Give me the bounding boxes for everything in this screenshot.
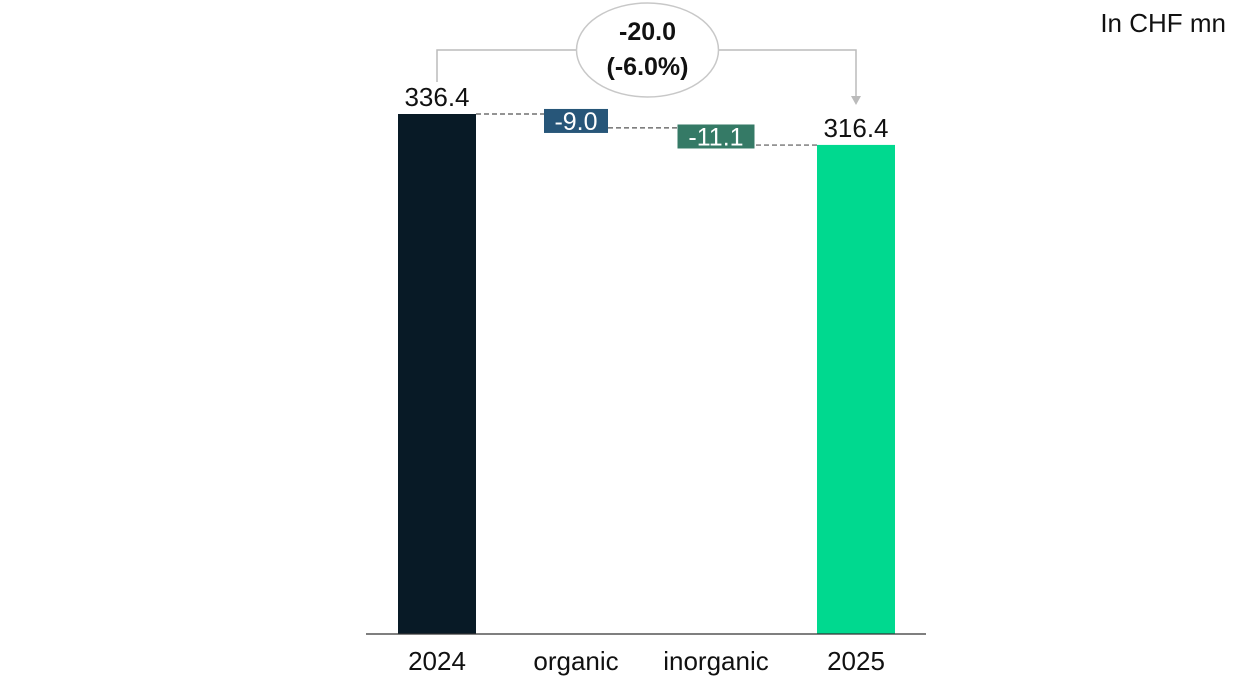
change-absolute: -20.0 (619, 18, 676, 46)
x-tick-label: organic (533, 646, 618, 676)
arrow-down-icon (851, 96, 861, 105)
change-bubble (575, 2, 720, 98)
data-label: -11.1 (688, 123, 743, 151)
data-label: 336.4 (404, 82, 469, 112)
data-label-background (677, 124, 755, 149)
data-labels: 336.4 -9.0 -11.1 316.4 (404, 82, 888, 151)
bar-2025 (817, 144, 895, 634)
connector-lines (476, 113, 817, 146)
change-annotation: -20.0 (-6.0%) (575, 2, 720, 98)
data-label: -9.0 (554, 108, 597, 136)
data-label: 316.4 (823, 113, 888, 143)
x-tick-label: inorganic (663, 646, 769, 676)
bar-2024 (398, 114, 476, 634)
bars (398, 114, 895, 634)
x-tick-label: 2024 (408, 646, 466, 676)
data-label-background (544, 108, 608, 133)
x-axis-ticks: 2024 organic inorganic 2025 (408, 646, 885, 676)
change-percent: (-6.0%) (607, 53, 689, 81)
unit-label: In CHF mn (1100, 8, 1226, 38)
x-tick-label: 2025 (827, 646, 885, 676)
